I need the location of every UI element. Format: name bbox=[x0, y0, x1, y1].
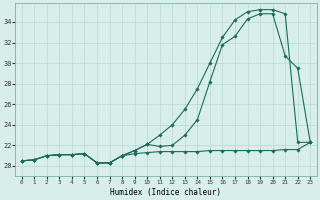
X-axis label: Humidex (Indice chaleur): Humidex (Indice chaleur) bbox=[110, 188, 221, 197]
